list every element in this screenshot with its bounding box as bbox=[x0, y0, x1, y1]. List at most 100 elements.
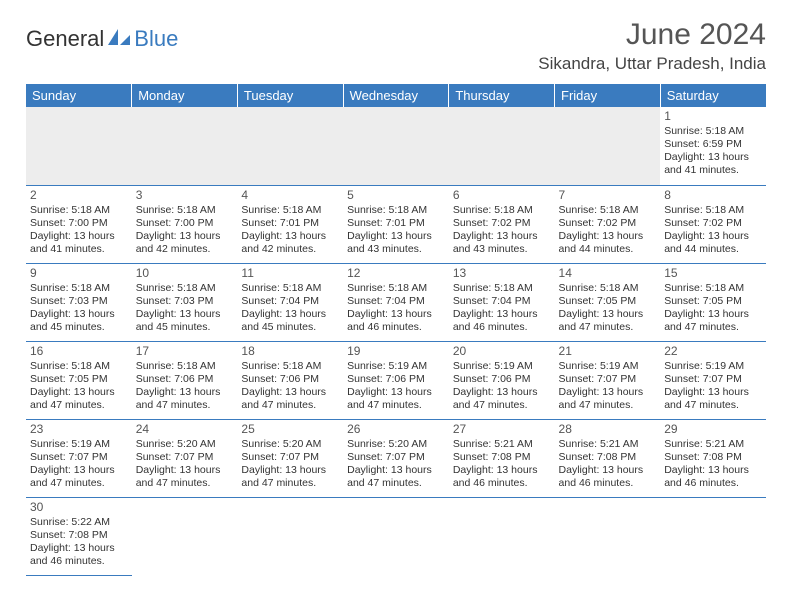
sunset-line: Sunset: 7:04 PM bbox=[347, 295, 445, 308]
calendar-day-cell: 19Sunrise: 5:19 AMSunset: 7:06 PMDayligh… bbox=[343, 341, 449, 419]
sunrise-line: Sunrise: 5:19 AM bbox=[30, 438, 128, 451]
daylight-line: Daylight: 13 hours and 46 minutes. bbox=[347, 308, 445, 334]
sunrise-line: Sunrise: 5:18 AM bbox=[136, 282, 234, 295]
sunrise-line: Sunrise: 5:21 AM bbox=[453, 438, 551, 451]
sunset-line: Sunset: 7:07 PM bbox=[664, 373, 762, 386]
daylight-line: Daylight: 13 hours and 47 minutes. bbox=[30, 464, 128, 490]
sunset-line: Sunset: 7:07 PM bbox=[241, 451, 339, 464]
daylight-line: Daylight: 13 hours and 42 minutes. bbox=[136, 230, 234, 256]
sunrise-line: Sunrise: 5:18 AM bbox=[347, 282, 445, 295]
calendar-day-cell: 18Sunrise: 5:18 AMSunset: 7:06 PMDayligh… bbox=[237, 341, 343, 419]
calendar-day-cell: 15Sunrise: 5:18 AMSunset: 7:05 PMDayligh… bbox=[660, 263, 766, 341]
daylight-line: Daylight: 13 hours and 45 minutes. bbox=[30, 308, 128, 334]
sunset-line: Sunset: 7:02 PM bbox=[453, 217, 551, 230]
calendar-day-cell: 24Sunrise: 5:20 AMSunset: 7:07 PMDayligh… bbox=[132, 419, 238, 497]
day-number: 19 bbox=[347, 344, 445, 359]
sunset-line: Sunset: 7:02 PM bbox=[664, 217, 762, 230]
day-number: 10 bbox=[136, 266, 234, 281]
weekday-header: Sunday bbox=[26, 84, 132, 107]
logo-text-blue: Blue bbox=[134, 26, 178, 52]
sunset-line: Sunset: 7:07 PM bbox=[347, 451, 445, 464]
header: General Blue June 2024 Sikandra, Uttar P… bbox=[26, 18, 766, 74]
calendar-day-cell bbox=[660, 497, 766, 575]
day-number: 4 bbox=[241, 188, 339, 203]
calendar-day-cell: 7Sunrise: 5:18 AMSunset: 7:02 PMDaylight… bbox=[555, 185, 661, 263]
day-number: 26 bbox=[347, 422, 445, 437]
calendar-day-cell bbox=[237, 107, 343, 185]
day-number: 8 bbox=[664, 188, 762, 203]
calendar-day-cell bbox=[132, 107, 238, 185]
day-number: 18 bbox=[241, 344, 339, 359]
weekday-header: Tuesday bbox=[237, 84, 343, 107]
sunset-line: Sunset: 7:03 PM bbox=[136, 295, 234, 308]
sunset-line: Sunset: 7:05 PM bbox=[30, 373, 128, 386]
calendar-day-cell: 26Sunrise: 5:20 AMSunset: 7:07 PMDayligh… bbox=[343, 419, 449, 497]
sunset-line: Sunset: 6:59 PM bbox=[664, 138, 762, 151]
sunrise-line: Sunrise: 5:18 AM bbox=[241, 360, 339, 373]
calendar-day-cell: 10Sunrise: 5:18 AMSunset: 7:03 PMDayligh… bbox=[132, 263, 238, 341]
calendar-day-cell bbox=[555, 497, 661, 575]
sunset-line: Sunset: 7:08 PM bbox=[453, 451, 551, 464]
daylight-line: Daylight: 13 hours and 47 minutes. bbox=[664, 386, 762, 412]
sunset-line: Sunset: 7:04 PM bbox=[241, 295, 339, 308]
calendar-week-row: 2 Sunrise: 5:18 AM Sunset: 7:00 PM Daylight… bbox=[26, 185, 766, 263]
sunrise-line: Sunrise: 5:19 AM bbox=[559, 360, 657, 373]
daylight-line: Daylight: 13 hours and 47 minutes. bbox=[30, 386, 128, 412]
day-number: 24 bbox=[136, 422, 234, 437]
sunrise-line: Sunrise: 5:18 AM bbox=[664, 204, 762, 217]
day-number: 9 bbox=[30, 266, 128, 281]
day-number: 22 bbox=[664, 344, 762, 359]
daylight-line: Daylight: 13 hours and 47 minutes. bbox=[453, 386, 551, 412]
daylight-line: Daylight: 13 hours and 43 minutes. bbox=[347, 230, 445, 256]
sunrise-line: Sunrise: 5:19 AM bbox=[664, 360, 762, 373]
sunset-line: Sunset: 7:06 PM bbox=[453, 373, 551, 386]
day-number: 7 bbox=[559, 188, 657, 203]
daylight-line: Daylight: 13 hours and 45 minutes. bbox=[241, 308, 339, 334]
sunset-line: Sunset: 7:07 PM bbox=[136, 451, 234, 464]
day-number: 17 bbox=[136, 344, 234, 359]
day-number: 5 bbox=[347, 188, 445, 203]
calendar-week-row: 9Sunrise: 5:18 AMSunset: 7:03 PMDaylight… bbox=[26, 263, 766, 341]
weekday-header: Wednesday bbox=[343, 84, 449, 107]
sunset-line: Sunset: 7:07 PM bbox=[559, 373, 657, 386]
sunset-line: Sunset: 7:01 PM bbox=[347, 217, 445, 230]
calendar-day-cell: 8Sunrise: 5:18 AMSunset: 7:02 PMDaylight… bbox=[660, 185, 766, 263]
sunset-line: Sunset: 7:07 PM bbox=[30, 451, 128, 464]
sunrise-line: Sunrise: 5:18 AM bbox=[241, 204, 339, 217]
sunset-line: Sunset: 7:02 PM bbox=[559, 217, 657, 230]
sunrise-line: Sunrise: 5:18 AM bbox=[453, 282, 551, 295]
title-block: June 2024 Sikandra, Uttar Pradesh, India bbox=[538, 18, 766, 74]
weekday-header: Thursday bbox=[449, 84, 555, 107]
day-number: 2 bbox=[30, 188, 128, 203]
sunrise-line: Sunrise: 5:18 AM bbox=[347, 204, 445, 217]
sunrise-line: Sunrise: 5:18 AM bbox=[664, 282, 762, 295]
sunrise-line: Sunrise: 5:18 AM bbox=[559, 282, 657, 295]
logo-sail-icon bbox=[106, 27, 132, 52]
sunrise-line: Sunrise: 5:18 AM bbox=[453, 204, 551, 217]
daylight-line: Daylight: 13 hours and 47 minutes. bbox=[347, 386, 445, 412]
daylight-line: Daylight: 13 hours and 44 minutes. bbox=[664, 230, 762, 256]
weekday-header-row: SundayMondayTuesdayWednesdayThursdayFrid… bbox=[26, 84, 766, 107]
month-title: June 2024 bbox=[538, 18, 766, 52]
day-number: 3 bbox=[136, 188, 234, 203]
daylight-line: Daylight: 13 hours and 47 minutes. bbox=[136, 386, 234, 412]
sunrise-line: Sunrise: 5:19 AM bbox=[347, 360, 445, 373]
sunset-line: Sunset: 7:06 PM bbox=[136, 373, 234, 386]
daylight-line: Daylight: 13 hours and 45 minutes. bbox=[136, 308, 234, 334]
calendar-day-cell: 11Sunrise: 5:18 AMSunset: 7:04 PMDayligh… bbox=[237, 263, 343, 341]
sunrise-line: Sunrise: 5:21 AM bbox=[559, 438, 657, 451]
day-number: 29 bbox=[664, 422, 762, 437]
daylight-line: Daylight: 13 hours and 43 minutes. bbox=[453, 230, 551, 256]
location: Sikandra, Uttar Pradesh, India bbox=[538, 54, 766, 74]
daylight-line: Daylight: 13 hours and 47 minutes. bbox=[241, 386, 339, 412]
day-number: 16 bbox=[30, 344, 128, 359]
sunset-line: Sunset: 7:03 PM bbox=[30, 295, 128, 308]
sunset-line: Sunset: 7:00 PM bbox=[30, 217, 128, 230]
daylight-line: Daylight: 13 hours and 42 minutes. bbox=[241, 230, 339, 256]
calendar-week-row: 23Sunrise: 5:19 AMSunset: 7:07 PMDayligh… bbox=[26, 419, 766, 497]
calendar-day-cell: 5Sunrise: 5:18 AMSunset: 7:01 PMDaylight… bbox=[343, 185, 449, 263]
day-number: 25 bbox=[241, 422, 339, 437]
daylight-line: Daylight: 13 hours and 41 minutes. bbox=[664, 151, 762, 177]
calendar-day-cell: 23Sunrise: 5:19 AMSunset: 7:07 PMDayligh… bbox=[26, 419, 132, 497]
daylight-line: Daylight: 13 hours and 46 minutes. bbox=[453, 308, 551, 334]
